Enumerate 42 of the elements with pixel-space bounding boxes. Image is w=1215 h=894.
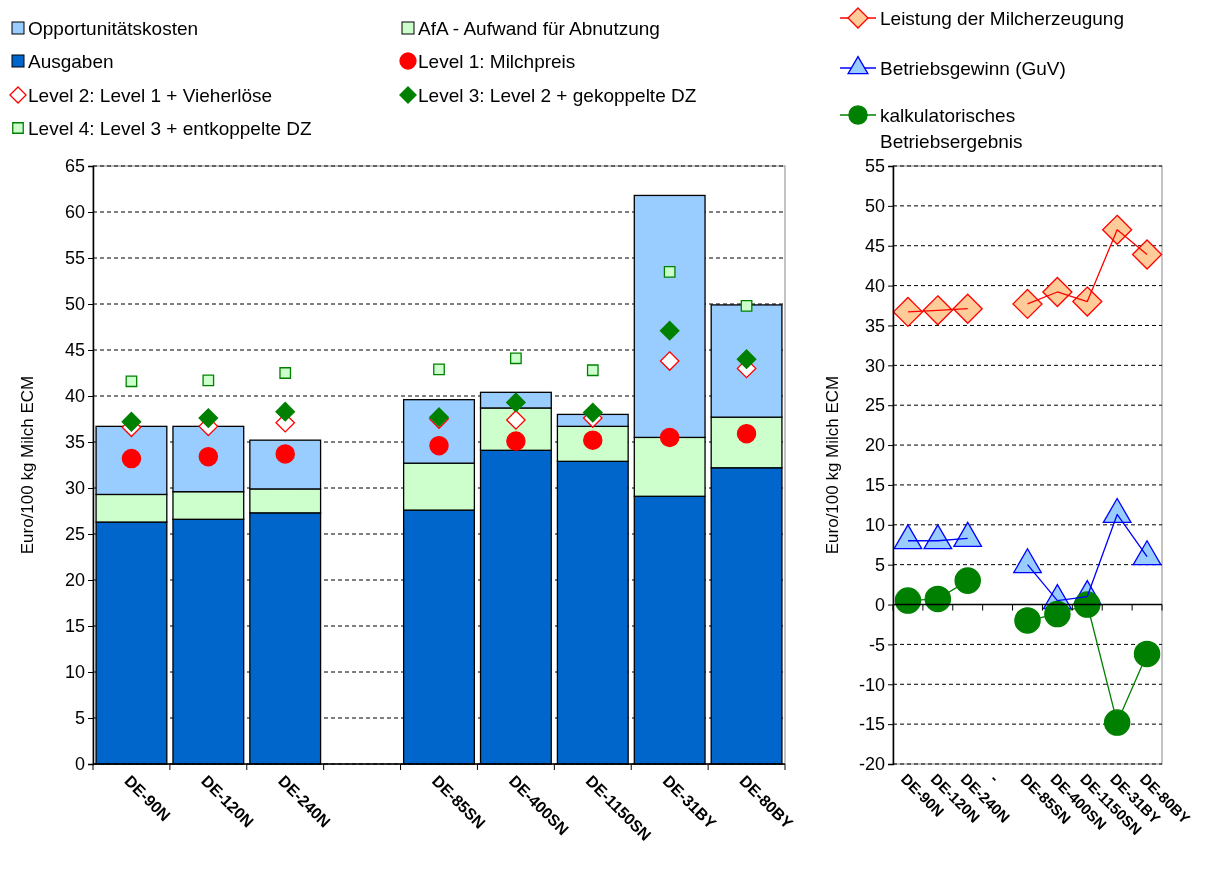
y-tick-label: 60 [64, 202, 85, 223]
y-axis-title: Euro/100 kg Milch ECM [18, 375, 37, 555]
y-tick-label: 30 [864, 355, 885, 376]
y-tick-label: -10 [858, 674, 885, 695]
y-tick-label: 20 [64, 570, 85, 591]
legend-label: Level 2: Level 1 + Vieherlöse [28, 85, 273, 106]
y-tick-label: 35 [64, 432, 85, 453]
y-tick-label: 10 [864, 515, 885, 536]
legend-label: Level 4: Level 3 + entkoppelte DZ [28, 118, 312, 139]
y-tick-label: 65 [64, 156, 85, 177]
legend-label: Ausgaben [28, 51, 114, 72]
legend-label: Betriebsgewinn (GuV) [880, 58, 1066, 79]
y-tick-label: 5 [874, 554, 885, 575]
y-tick-label: 5 [74, 708, 85, 729]
y-tick-label: 15 [864, 475, 885, 496]
y-tick-label: 50 [64, 294, 85, 315]
y-tick-label: -5 [868, 634, 885, 655]
y-tick-label: -20 [858, 754, 885, 775]
y-tick-label: 45 [864, 235, 885, 256]
legend-label: Leistung der Milcherzeugung [880, 8, 1124, 29]
y-tick-label: 40 [864, 275, 885, 296]
y-tick-label: 30 [64, 478, 85, 499]
legend-label: AfA - Aufwand für Abnutzung [418, 18, 660, 39]
legend-label: kalkulatorisches Betriebsergebnis [880, 105, 1023, 152]
legend-label: Level 1: Milchpreis [418, 51, 576, 72]
y-tick-label: 20 [864, 435, 885, 456]
y-tick-label: -15 [858, 714, 885, 735]
y-tick-label: 55 [64, 248, 85, 269]
y-tick-label: 35 [864, 315, 885, 336]
y-tick-label: 10 [64, 662, 85, 683]
legend-label: Level 3: Level 2 + gekoppelte DZ [418, 85, 697, 106]
y-tick-label: 0 [74, 754, 85, 775]
y-tick-label: 25 [64, 524, 85, 545]
y-tick-label: 40 [64, 386, 85, 407]
y-axis-title: Euro/100 kg Milch ECM [823, 375, 842, 555]
y-tick-label: 50 [864, 196, 885, 217]
y-tick-label: 55 [864, 156, 885, 177]
y-tick-label: 0 [874, 594, 885, 615]
y-tick-label: 25 [864, 395, 885, 416]
legend-label: Opportunitätskosten [28, 18, 199, 39]
y-tick-label: 15 [64, 616, 85, 637]
y-tick-label: 45 [64, 340, 85, 361]
